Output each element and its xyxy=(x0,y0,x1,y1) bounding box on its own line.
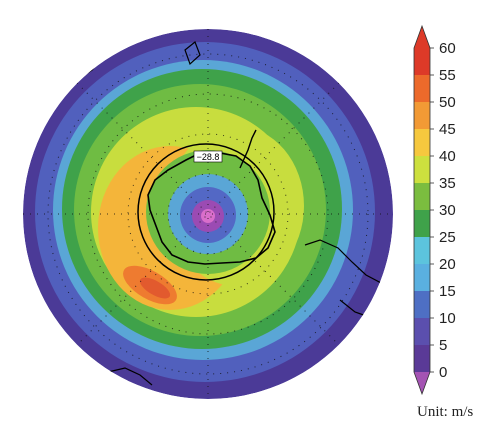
colorbar-tick-label: 15 xyxy=(439,283,456,300)
unit-label: Unit: m/s xyxy=(417,404,474,420)
colorbar-segment xyxy=(414,183,430,210)
band-center-core xyxy=(201,209,215,223)
colorbar-segment xyxy=(414,210,430,237)
africa-outline xyxy=(107,367,153,386)
colorbar-tick-label: 25 xyxy=(439,229,456,246)
antarctic-peninsula xyxy=(239,129,257,169)
colorbar: 0 5 10 15 20 25 30 35 40 45 50 55 60 xyxy=(413,24,456,396)
colorbar-tick-label: 30 xyxy=(439,202,456,219)
colorbar-tick-label: 40 xyxy=(439,148,456,165)
colorbar-tick-label: 10 xyxy=(439,310,456,327)
colorbar-tick-label: 0 xyxy=(439,364,447,381)
colorbar-bottom-arrow xyxy=(414,372,430,394)
contour-line xyxy=(137,143,275,281)
colorbar-segment xyxy=(414,345,430,372)
contour-label: −28.8 xyxy=(197,152,220,162)
antarctica-coastline xyxy=(147,152,276,265)
colorbar-segment xyxy=(414,156,430,183)
colorbar-segment xyxy=(414,291,430,318)
colorbar-segment xyxy=(414,102,430,129)
wind-speed-field xyxy=(23,29,393,399)
band-max-core xyxy=(139,277,171,299)
contour-label-box xyxy=(193,150,223,163)
colorbar-tick-label: 20 xyxy=(439,256,456,273)
graticule xyxy=(23,29,393,399)
colorbar-segment xyxy=(414,129,430,156)
colorbar-tick-label: 5 xyxy=(439,337,447,354)
colorbar-tick-label: 50 xyxy=(439,94,456,111)
colorbar-segment xyxy=(414,237,430,264)
colorbar-segment xyxy=(414,75,430,102)
colorbar-segment xyxy=(414,48,430,75)
new-zealand-outline xyxy=(184,41,201,66)
colorbar-tick-label: 60 xyxy=(439,40,456,57)
colorbar-segment xyxy=(414,318,430,345)
colorbar-segment xyxy=(414,264,430,291)
colorbar-tick-label: 55 xyxy=(439,67,456,84)
colorbar-tick-label: 45 xyxy=(439,121,456,138)
colorbar-top-arrow xyxy=(414,26,430,48)
colorbar-tick-label: 35 xyxy=(439,175,456,192)
